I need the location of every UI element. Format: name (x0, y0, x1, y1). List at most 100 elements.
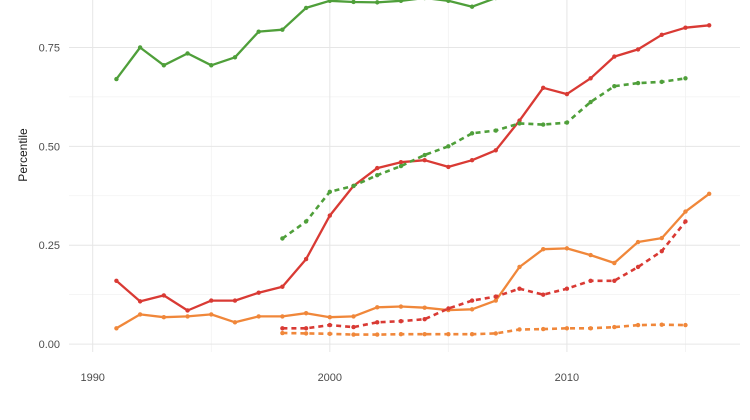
data-point (683, 219, 688, 224)
data-point (612, 278, 617, 284)
data-point (659, 248, 664, 254)
data-point (232, 320, 238, 325)
data-point (517, 327, 522, 332)
data-point (588, 76, 593, 81)
data-point (114, 278, 119, 284)
data-point (635, 47, 641, 52)
data-point (635, 239, 641, 245)
data-point (588, 99, 593, 105)
data-point (517, 264, 522, 270)
data-point (375, 0, 380, 5)
data-point (683, 76, 688, 81)
data-point (541, 292, 546, 297)
data-point (303, 326, 309, 331)
grid (69, 0, 740, 352)
data-point (303, 5, 309, 11)
data-point (446, 332, 451, 337)
data-point (493, 128, 498, 133)
data-point (375, 165, 380, 171)
data-point (541, 122, 546, 127)
data-point (327, 213, 333, 218)
data-point (375, 173, 380, 178)
data-point (185, 308, 190, 313)
data-point (541, 326, 546, 332)
data-point (209, 63, 214, 68)
data-point (327, 189, 333, 195)
data-point (564, 91, 570, 97)
data-point (446, 306, 451, 311)
data-point (161, 314, 167, 320)
data-point (564, 120, 570, 125)
data-point (398, 159, 404, 165)
data-point (706, 191, 712, 196)
data-point (493, 294, 498, 299)
data-point (422, 332, 427, 337)
data-point (256, 290, 261, 295)
series-4 (280, 76, 688, 241)
data-point (493, 148, 498, 153)
data-point (280, 330, 285, 336)
series-line (115, 192, 710, 330)
data-point (232, 55, 238, 60)
series-line (282, 220, 687, 330)
data-point (114, 76, 119, 82)
data-point (280, 326, 285, 331)
y-tick-label: 0.75 (39, 42, 60, 54)
data-point (327, 0, 333, 3)
data-point (398, 332, 404, 337)
data-point (209, 312, 214, 317)
data-point (137, 45, 143, 50)
data-point (612, 84, 617, 89)
data-point (422, 316, 427, 322)
data-point (564, 326, 570, 331)
data-point (588, 278, 593, 284)
data-point (303, 219, 309, 224)
data-point (635, 264, 641, 270)
data-point (398, 0, 404, 3)
series-layer (114, 0, 712, 337)
data-point (422, 152, 427, 158)
data-point (683, 209, 688, 214)
data-point (612, 260, 617, 266)
data-point (469, 131, 475, 136)
data-point (137, 312, 143, 317)
data-point (375, 305, 380, 310)
data-point (185, 314, 190, 319)
data-point (446, 0, 451, 3)
data-point (351, 324, 356, 330)
data-point (469, 298, 475, 303)
data-point (137, 299, 143, 304)
series-line (282, 323, 686, 336)
data-point (659, 322, 664, 327)
data-point (209, 298, 214, 303)
data-point (398, 318, 404, 324)
data-point (351, 332, 356, 337)
data-point (351, 314, 356, 319)
data-point (469, 307, 475, 312)
data-point (303, 256, 309, 262)
axes: Percentile 0.00 0.25 0.50 0.75 1990 2000 2010 (16, 42, 579, 384)
data-point (469, 4, 475, 9)
data-point (469, 332, 475, 337)
data-point (588, 326, 593, 331)
y-tick-label: 0.50 (39, 141, 60, 153)
data-point (114, 326, 119, 331)
data-point (493, 298, 498, 303)
x-tick-label: 1990 (80, 372, 104, 384)
y-tick-label: 0.25 (39, 240, 60, 252)
x-tick-label: 2000 (318, 372, 342, 384)
data-point (564, 246, 570, 251)
data-point (683, 25, 688, 30)
data-point (327, 322, 333, 328)
data-point (659, 79, 664, 85)
data-point (659, 32, 664, 38)
data-point (327, 314, 333, 320)
data-point (232, 298, 238, 303)
data-point (303, 311, 309, 316)
data-point (635, 322, 641, 328)
data-point (280, 284, 285, 289)
data-point (161, 63, 167, 68)
series-line (281, 77, 686, 240)
